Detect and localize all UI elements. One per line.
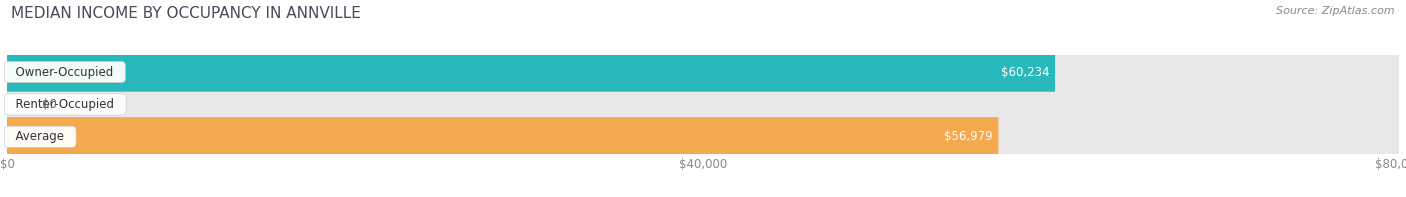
FancyBboxPatch shape — [7, 85, 1399, 124]
Text: Owner-Occupied: Owner-Occupied — [8, 66, 121, 79]
Text: $56,979: $56,979 — [945, 130, 993, 143]
FancyBboxPatch shape — [7, 52, 1399, 92]
FancyBboxPatch shape — [7, 52, 1054, 92]
Text: $0: $0 — [42, 98, 56, 111]
Text: Source: ZipAtlas.com: Source: ZipAtlas.com — [1277, 6, 1395, 16]
FancyBboxPatch shape — [7, 117, 1399, 156]
FancyBboxPatch shape — [7, 117, 998, 156]
Text: $60,234: $60,234 — [1001, 66, 1049, 79]
Text: MEDIAN INCOME BY OCCUPANCY IN ANNVILLE: MEDIAN INCOME BY OCCUPANCY IN ANNVILLE — [11, 6, 361, 21]
Text: Renter-Occupied: Renter-Occupied — [8, 98, 122, 111]
Text: Average: Average — [8, 130, 72, 143]
